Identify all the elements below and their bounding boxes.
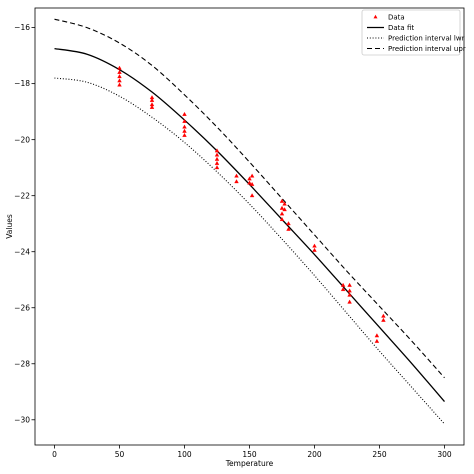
x-tick-label: 100 [177,450,192,459]
x-axis-label: Temperature [225,459,274,468]
data-point [117,74,122,79]
data-point [347,292,352,297]
x-axis-ticks: 0 50 100 150 200 250 300 [52,445,452,459]
data-point [282,207,287,212]
legend-box [361,9,461,56]
data-point [214,156,220,161]
data-point [347,288,352,293]
data-point [340,282,346,287]
data-point [312,247,317,252]
legend: Data Data fit Prediction interval lwr Predi… [361,9,466,56]
data-point [214,152,220,157]
data-point [117,82,122,87]
y-tick-label: −18 [14,79,30,88]
data-point [374,333,380,338]
data-point [312,243,317,248]
x-tick-label: 250 [372,450,387,459]
data-point [279,205,285,210]
data-point [182,132,187,137]
y-tick-label: −30 [14,415,30,424]
data-point [249,193,255,198]
data-point [149,104,155,109]
legend-label-prediction-interval-upr: Prediction interval upr [388,45,466,53]
data-point [117,78,122,83]
data-point [234,179,239,184]
data-point [279,211,285,216]
data-point [340,287,346,291]
y-tick-label: −22 [14,191,30,200]
data-point [117,69,122,74]
y-axis-label: Values [5,214,14,239]
x-tick-label: 200 [307,450,322,459]
data-point [279,216,285,221]
data-point [286,226,291,231]
data-point [347,282,352,287]
data-point [247,176,252,181]
data-point [234,173,239,178]
series-line-prediction-interval-upr [54,18,445,379]
data-point [381,313,386,318]
data-point [282,201,287,206]
data-point [374,338,380,343]
data-point [249,181,255,186]
y-tick-label: −16 [14,23,30,32]
data-point [286,221,291,226]
data-point [214,165,220,170]
x-tick-label: 50 [115,450,125,459]
data-point [182,118,187,123]
plot-markers [117,65,386,343]
data-point [249,173,255,178]
legend-label-data: Data [388,14,405,22]
data-point [279,198,285,203]
y-tick-label: −20 [14,135,30,144]
data-point [247,180,252,185]
data-point [182,111,187,116]
data-point [214,160,220,165]
y-tick-label: −28 [14,359,30,368]
data-point [182,128,187,133]
x-tick-label: 300 [437,450,452,459]
data-point [381,317,386,322]
y-axis-ticks: −16 −18 −20 −22 −24 −26 −28 −30 [14,23,35,424]
legend-label-prediction-interval-lwr: Prediction interval lwr [388,35,465,43]
data-point [182,124,187,129]
x-tick-label: 0 [52,450,57,459]
legend-label-data-fit: Data fit [388,24,414,32]
x-tick-label: 150 [242,450,257,459]
data-point [214,148,220,153]
data-point [149,97,155,102]
y-tick-label: −26 [14,303,30,312]
data-point [117,65,122,70]
y-tick-label: −24 [14,247,30,256]
legend-marker-data [373,14,378,19]
series-line-prediction-interval-lwr [54,77,445,425]
data-point [347,299,352,304]
